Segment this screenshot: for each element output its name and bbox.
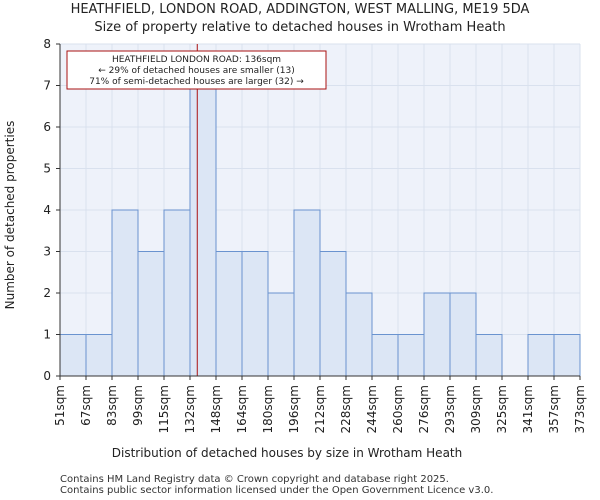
bar: [397, 334, 425, 377]
x-tick-label: 357sqm: [547, 385, 561, 433]
bar: [527, 334, 555, 377]
annotation: HEATHFIELD LONDON ROAD: 136sqm← 29% of d…: [66, 50, 327, 90]
x-tick-label: 276sqm: [417, 385, 431, 433]
y-axis-label: Number of detached properties: [3, 121, 17, 310]
chart-title: HEATHFIELD, LONDON ROAD, ADDINGTON, WEST…: [70, 2, 530, 17]
bar: [319, 251, 347, 377]
y-tick-label: 3: [43, 245, 51, 259]
x-tick-label: 67sqm: [79, 385, 93, 426]
x-tick-label: 293sqm: [443, 385, 457, 433]
y-tick-label: 8: [43, 37, 51, 51]
x-tick-label: 115sqm: [157, 385, 171, 433]
x-tick-label: 341sqm: [521, 385, 535, 433]
annotation-line: 71% of semi-detached houses are larger (…: [89, 77, 304, 87]
bar: [423, 292, 451, 377]
y-tick-label: 1: [43, 328, 51, 342]
bar: [371, 334, 399, 377]
bar: [111, 209, 139, 377]
x-tick-label: 244sqm: [365, 385, 379, 433]
y-tick-label: 0: [43, 369, 51, 383]
x-tick-label: 212sqm: [313, 385, 327, 433]
bar: [215, 251, 243, 377]
bar: [293, 209, 321, 377]
y-tick-label: 4: [43, 203, 51, 217]
bar: [137, 251, 165, 377]
bar: [59, 334, 87, 377]
annotation-box: [66, 50, 327, 90]
x-tick-label: 83sqm: [105, 385, 119, 426]
x-axis-label: Distribution of detached houses by size …: [112, 446, 462, 460]
annotation-line: HEATHFIELD LONDON ROAD: 136sqm: [112, 55, 281, 65]
x-tick-label: 148sqm: [209, 385, 223, 433]
y-tick-label: 5: [43, 162, 51, 176]
y-tick-label: 7: [43, 79, 51, 93]
annotation-line: ← 29% of detached houses are smaller (13…: [98, 66, 295, 76]
y-tick-label: 6: [43, 120, 51, 134]
bar: [475, 334, 503, 377]
bar: [85, 334, 113, 377]
x-tick-label: 309sqm: [469, 385, 483, 433]
footer-licence: Contains public sector information licen…: [60, 485, 494, 496]
x-tick-label: 373sqm: [573, 385, 587, 433]
bar: [267, 292, 295, 377]
axes: 0 1 2 3 4 5 6 7 8 51sqm 67sqm 83sqm 99sqm 115sqm 132sq…: [43, 37, 587, 433]
bar: [553, 334, 581, 377]
x-tick-label: 99sqm: [131, 385, 145, 426]
bar: [345, 292, 373, 377]
y-tick-label: 2: [43, 286, 51, 300]
x-tick-label: 260sqm: [391, 385, 405, 433]
bars: [59, 85, 581, 377]
bar: [189, 85, 217, 377]
x-tick-label: 132sqm: [183, 385, 197, 433]
bar: [241, 251, 269, 377]
bar: [163, 209, 191, 377]
x-tick-label: 51sqm: [53, 385, 67, 426]
chart-subtitle: Size of property relative to detached ho…: [94, 20, 506, 35]
x-tick-label: 325sqm: [495, 385, 509, 433]
x-tick-label: 164sqm: [235, 385, 249, 433]
footer-copyright: Contains HM Land Registry data © Crown c…: [60, 474, 449, 485]
bar: [449, 292, 477, 377]
x-tick-label: 228sqm: [339, 385, 353, 433]
x-tick-label: 196sqm: [287, 385, 301, 433]
x-tick-label: 180sqm: [261, 385, 275, 433]
